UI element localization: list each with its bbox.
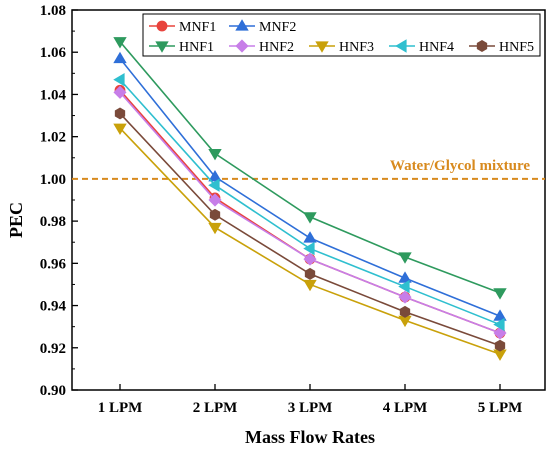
data-point-hnf2 [208, 193, 222, 207]
legend-marker-hnf3 [315, 41, 329, 53]
data-point-hnf4 [493, 317, 505, 332]
legend-marker-hnf2 [235, 39, 249, 53]
data-point-hnf3 [113, 123, 127, 136]
data-point-mnf2 [493, 309, 507, 321]
x-tick-label: 5 LPM [478, 400, 523, 416]
y-tick-label: 0.94 [40, 299, 67, 315]
y-tick-label: 1.08 [40, 3, 66, 19]
data-point-hnf2 [398, 290, 412, 304]
legend-label-hnf3: HNF3 [339, 40, 374, 55]
data-point-mnf2 [303, 231, 317, 243]
y-tick-label: 1.00 [40, 172, 66, 188]
data-point-hnf4 [303, 241, 315, 256]
legend-label-mnf1: MNF1 [179, 20, 216, 35]
legend-label-hnf4: HNF4 [419, 40, 454, 55]
data-point-hnf1 [303, 212, 317, 224]
legend-box [142, 13, 541, 57]
data-point-hnf3 [208, 222, 222, 235]
y-tick-label: 1.02 [40, 130, 66, 146]
data-point-hnf4 [113, 72, 125, 87]
legend-label-hnf2: HNF2 [259, 40, 294, 55]
x-tick-label: 1 LPM [98, 400, 143, 416]
data-point-hnf4 [208, 178, 220, 192]
data-point-hnf5 [304, 267, 316, 280]
legend-marker-hnf5 [476, 40, 488, 52]
y-tick-label: 1.06 [40, 45, 67, 61]
y-axis-title: PEC [6, 202, 26, 238]
data-point-hnf2 [303, 252, 317, 266]
plot-area: 0.90 0.92 0.94 0.96 0.98 1.00 1.02 1.04 1.06 1.08… [40, 3, 546, 416]
data-point-hnf2 [113, 85, 127, 99]
legend-label-hnf1: HNF1 [179, 40, 214, 55]
data-point-mnf2 [113, 51, 127, 64]
x-tick-label: 2 LPM [193, 400, 238, 416]
reference-line-label: Water/Glycol mixture [390, 158, 530, 174]
legend-label-hnf5: HNF5 [499, 40, 534, 55]
data-point-hnf1 [113, 37, 127, 49]
data-point-hnf5 [114, 107, 126, 120]
data-point-hnf3 [303, 279, 317, 292]
plot-frame [71, 9, 546, 391]
data-point-hnf5 [494, 339, 506, 352]
legend-marker-hnf1 [155, 41, 169, 53]
x-tick-label: 4 LPM [383, 400, 428, 416]
data-point-hnf5 [399, 305, 411, 318]
y-tick-label: 0.92 [40, 341, 66, 357]
y-tick-label: 1.04 [40, 87, 67, 103]
y-tick-label: 0.98 [40, 214, 66, 230]
data-point-hnf1 [398, 252, 412, 264]
x-axis-title: Mass Flow Rates [245, 427, 375, 447]
x-tick-label: 3 LPM [288, 400, 333, 416]
y-tick-label: 0.90 [40, 383, 66, 399]
legend-marker-mnf1 [156, 20, 168, 32]
legend-marker-hnf4 [395, 39, 407, 53]
data-point-mnf2 [208, 169, 222, 182]
series-line-mnf1 [119, 89, 501, 334]
data-point-hnf4 [398, 279, 410, 294]
legend-label-mnf2: MNF2 [259, 20, 296, 35]
y-tick-label: 0.96 [40, 256, 67, 272]
data-point-hnf5 [209, 208, 221, 221]
data-point-mnf2 [398, 271, 412, 283]
data-point-hnf1 [208, 148, 222, 161]
legend-marker-mnf2 [235, 19, 249, 31]
data-point-hnf1 [493, 288, 507, 300]
